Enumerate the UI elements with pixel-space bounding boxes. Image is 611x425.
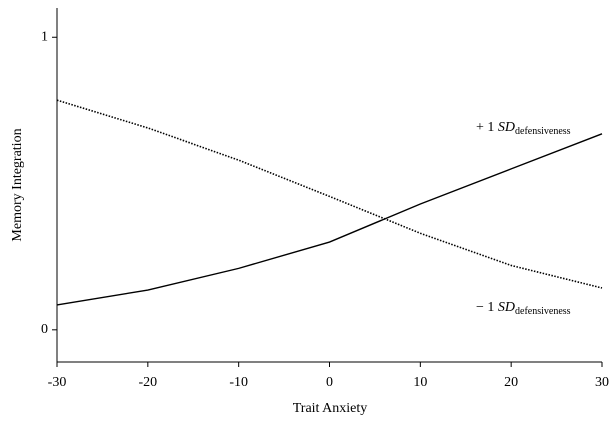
series-line: [56, 99, 603, 289]
series-label: + 1 SDdefensiveness: [476, 120, 571, 137]
label-prefix: − 1: [476, 300, 498, 315]
series-label: − 1 SDdefensiveness: [476, 300, 571, 317]
y-tick-label: 1: [41, 29, 48, 44]
label-subscript: defensiveness: [515, 126, 571, 137]
x-tick-label: -30: [48, 375, 67, 390]
x-tick-label: -10: [229, 375, 248, 390]
x-tick-label: 10: [413, 375, 427, 390]
x-tick-label: -20: [138, 375, 157, 390]
label-subscript: defensiveness: [515, 306, 571, 317]
x-tick-label: 30: [595, 375, 609, 390]
y-tick-label: 0: [41, 322, 48, 337]
x-tick-label: 20: [504, 375, 518, 390]
x-axis-title: Trait Anxiety: [293, 401, 368, 416]
y-axis-title: Memory Integration: [10, 128, 25, 241]
x-tick-label: 0: [326, 375, 333, 390]
label-prefix: + 1: [476, 120, 498, 135]
label-symbol: SD: [498, 300, 515, 315]
label-symbol: SD: [498, 120, 515, 135]
series-line: [56, 133, 603, 306]
